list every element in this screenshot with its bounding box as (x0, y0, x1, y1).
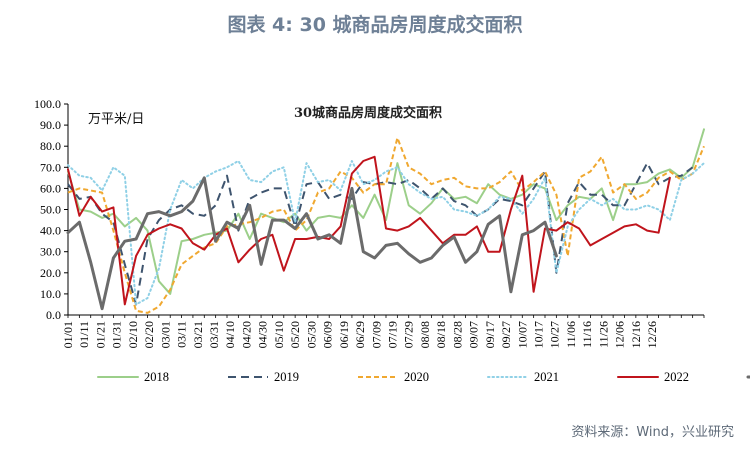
x-tick-label: 04/30 (256, 321, 270, 348)
y-axis-unit-label: 万平米/日 (88, 112, 144, 127)
legend-label-2018: 2018 (144, 370, 169, 384)
source-note: 资料来源：Wind，兴业研究 (571, 425, 734, 440)
legend-label-2020: 2020 (404, 370, 429, 384)
y-tick-label: 60.0 (40, 181, 61, 195)
legend-label-2021: 2021 (534, 370, 559, 384)
y-tick-label: 40.0 (40, 224, 61, 238)
x-tick-label: 01/01 (61, 321, 75, 348)
y-tick-label: 10.0 (40, 287, 61, 301)
x-tick-label: 06/09 (321, 321, 335, 348)
x-tick-label: 12/16 (629, 321, 643, 348)
x-tick-label: 02/10 (126, 321, 140, 348)
x-tick-label: 11/16 (580, 321, 594, 348)
y-tick-label: 70.0 (40, 160, 61, 174)
x-tick-label: 04/10 (223, 321, 237, 348)
series-line-2019 (67, 162, 694, 306)
x-tick-label: 10/07 (515, 321, 529, 348)
chart-title: 30城商品房周度成交面积 (294, 105, 442, 121)
x-tick-label: 07/29 (402, 321, 416, 348)
series-line-2021 (67, 160, 705, 306)
y-tick-label: 100.0 (34, 97, 61, 111)
x-tick-label: 11/06 (564, 321, 578, 348)
y-tick-label: 0.0 (46, 308, 61, 322)
x-tick-label: 03/11 (175, 321, 189, 348)
x-tick-label: 06/29 (353, 321, 367, 348)
x-tick-label: 07/09 (369, 321, 383, 348)
y-tick-label: 80.0 (40, 139, 61, 153)
figure-title: 图表 4: 30 城商品房周度成交面积 (227, 14, 523, 36)
x-tick-label: 01/21 (93, 321, 107, 348)
x-tick-label: 01/31 (110, 321, 124, 348)
x-tick-label: 08/08 (418, 321, 432, 348)
x-tick-label: 08/28 (450, 321, 464, 348)
x-tick-label: 01/11 (77, 321, 91, 348)
x-tick-label: 04/20 (239, 321, 253, 348)
x-tick-label: 09/27 (499, 321, 513, 348)
x-tick-label: 12/06 (613, 321, 627, 348)
y-tick-label: 30.0 (40, 245, 61, 259)
x-tick-label: 09/17 (483, 321, 497, 348)
series-layer (66, 128, 705, 314)
y-tick-label: 90.0 (40, 118, 61, 132)
x-tick-label: 07/19 (385, 321, 399, 348)
x-tick-label: 12/26 (645, 321, 659, 348)
x-tick-label: 05/10 (272, 321, 286, 348)
x-tick-label: 05/20 (288, 321, 302, 348)
legend-label-2019: 2019 (274, 370, 299, 384)
series-line-2020 (67, 136, 705, 314)
x-tick-label: 02/20 (142, 321, 156, 348)
axes: 0.0 10.0 20.0 30.0 40.0 50.0 60.0 70.0 80.0 90.0 1… (34, 97, 705, 348)
x-tick-label: 03/01 (158, 321, 172, 348)
series-line-2018 (67, 128, 705, 295)
series-line-2023 (66, 176, 558, 311)
x-tick-label: 05/30 (304, 321, 318, 348)
y-tick-label: 50.0 (40, 203, 61, 217)
x-tick-label: 08/18 (434, 321, 448, 348)
x-tick-label: 03/21 (191, 321, 205, 348)
x-tick-label: 11/26 (596, 321, 610, 348)
x-tick-label: 10/27 (548, 321, 562, 348)
x-tick-label: 09/07 (467, 321, 481, 348)
x-tick-label: 06/19 (337, 321, 351, 348)
legend-label-2022: 2022 (664, 370, 689, 384)
legend: 201820192020202120222023 (97, 370, 750, 384)
series-line-2022 (67, 155, 671, 306)
x-tick-label: 03/31 (207, 321, 221, 348)
y-tick-label: 20.0 (40, 266, 61, 280)
x-tick-label: 10/17 (532, 321, 546, 348)
